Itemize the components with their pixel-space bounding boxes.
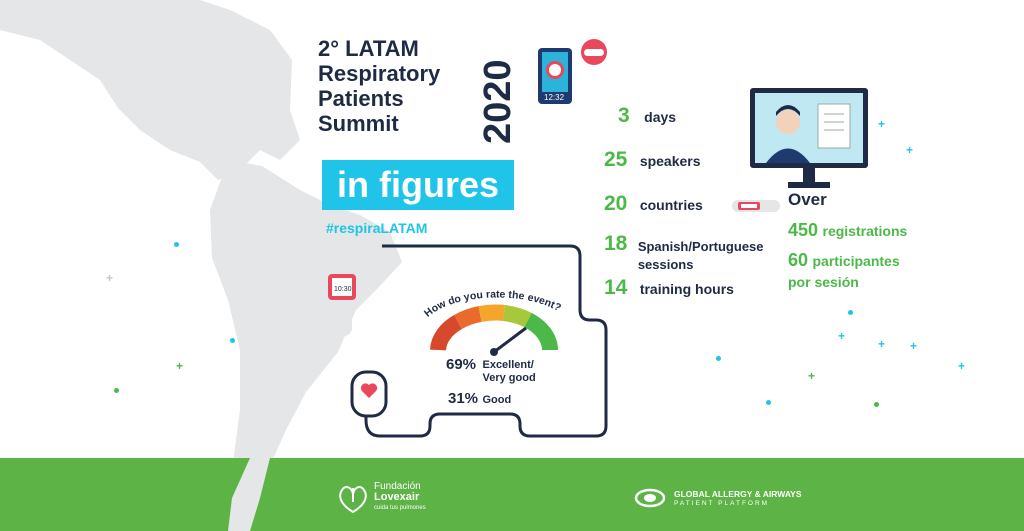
- participants-label-2: por sesión: [788, 274, 859, 290]
- deco-dot: [114, 388, 119, 393]
- deco-plus: +: [906, 143, 914, 157]
- lungs-heart-icon: [339, 486, 367, 514]
- stat-days-label: days: [644, 109, 677, 125]
- hashtag: #respiraLATAM: [326, 220, 428, 236]
- title-line-3: Patients: [318, 86, 404, 111]
- participants-count: 60: [788, 250, 809, 270]
- stat-speakers: 25 speakers: [604, 148, 701, 172]
- thermometer-icon: [732, 200, 780, 212]
- title-line-2: Respiratory: [318, 61, 441, 86]
- gaapp-subtitle: PATIENT PLATFORM: [674, 500, 770, 507]
- event-title: 2° LATAM Respiratory Patients Summit: [318, 36, 478, 136]
- tablet-icon: 12:32: [538, 39, 607, 104]
- monitor-doctor-icon: [750, 88, 868, 188]
- lovexair-logo: Fundación Lovexair cuida tus pulmones: [336, 480, 456, 520]
- title-line-1: 2° LATAM: [318, 36, 419, 61]
- deco-plus: +: [878, 117, 886, 131]
- rating-good: 31% Good: [448, 390, 511, 408]
- deco-plus: +: [910, 339, 918, 353]
- rating-excellent-pct: 69%: [446, 356, 477, 373]
- wristband-clock: 10:30: [334, 286, 352, 293]
- stat-hours-value: 14: [604, 276, 628, 299]
- deco-dot: [848, 310, 853, 315]
- lovexair-name: Fundación: [374, 481, 421, 492]
- deco-plus: +: [958, 359, 966, 373]
- globe-icon: [634, 488, 666, 508]
- registrations-over: Over: [788, 190, 827, 209]
- deco-dot: [716, 356, 721, 361]
- stat-sessions-label: Spanish/Portuguese: [637, 239, 764, 254]
- in-figures-banner: in figures: [322, 160, 514, 210]
- stat-speakers-label: speakers: [639, 153, 701, 169]
- registrations-count: 450: [788, 220, 819, 240]
- deco-plus: +: [808, 369, 816, 383]
- stat-speakers-value: 25: [604, 148, 628, 171]
- stat-sessions-value: 18: [604, 232, 628, 255]
- deco-dot: [766, 400, 771, 405]
- lovexair-tagline: cuida tus pulmones: [374, 505, 426, 511]
- rating-excellent-label-2: Very good: [482, 372, 536, 384]
- lovexair-name-2: Lovexair: [374, 491, 420, 503]
- participants-per-session: 60 participantes por sesión: [788, 250, 900, 293]
- tablet-clock: 12:32: [544, 93, 565, 102]
- heart-icon: [360, 383, 378, 398]
- deco-dot: [174, 242, 179, 247]
- deco-dot: [230, 338, 235, 343]
- deco-dot: [874, 402, 879, 407]
- stat-sessions-label-2: sessions: [637, 257, 694, 272]
- rating-gauge: [430, 304, 558, 356]
- wristband-icon: 10:30: [328, 262, 356, 336]
- rating-question: How do you rate the event?: [422, 288, 563, 319]
- stat-countries-value: 20: [604, 192, 628, 215]
- year-vertical: 2020: [477, 59, 519, 144]
- year-text: 2020: [477, 59, 519, 144]
- svg-text:How do you rate the event?: How do you rate the event?: [422, 288, 563, 319]
- deco-plus: +: [176, 359, 184, 373]
- gaapp-logo: GLOBAL ALLERGY & AIRWAYS PATIENT PLATFOR…: [634, 486, 824, 516]
- map-tip-overlay: [228, 458, 270, 531]
- deco-plus: +: [106, 271, 114, 285]
- deco-plus: +: [878, 337, 886, 351]
- rating-question-arc: How do you rate the event?: [422, 288, 563, 319]
- rating-good-pct: 31%: [448, 390, 479, 407]
- registrations: 450 registrations: [788, 220, 907, 241]
- rating-excellent-label: Excellent/: [482, 359, 534, 371]
- rating-good-label: Good: [482, 394, 512, 406]
- stat-sessions: 18 Spanish/Portuguese sessions: [604, 232, 764, 274]
- footer-bar: [0, 458, 1024, 531]
- deco-plus: +: [838, 329, 846, 343]
- participants-label: participantes: [812, 253, 900, 269]
- gaapp-name: GLOBAL ALLERGY & AIRWAYS: [674, 489, 802, 499]
- stat-countries-label: countries: [639, 197, 703, 213]
- stat-countries: 20 countries: [604, 192, 703, 216]
- stat-hours: 14 training hours: [604, 276, 734, 300]
- registrations-label: registrations: [822, 223, 908, 239]
- gauge-needle: [493, 326, 527, 354]
- stat-hours-label: training hours: [639, 281, 734, 297]
- stat-days-value: 3: [618, 104, 630, 127]
- title-line-4: Summit: [318, 111, 399, 136]
- rating-excellent: 69% Excellent/ Very good: [446, 356, 536, 385]
- stat-days: 3 days: [618, 104, 676, 128]
